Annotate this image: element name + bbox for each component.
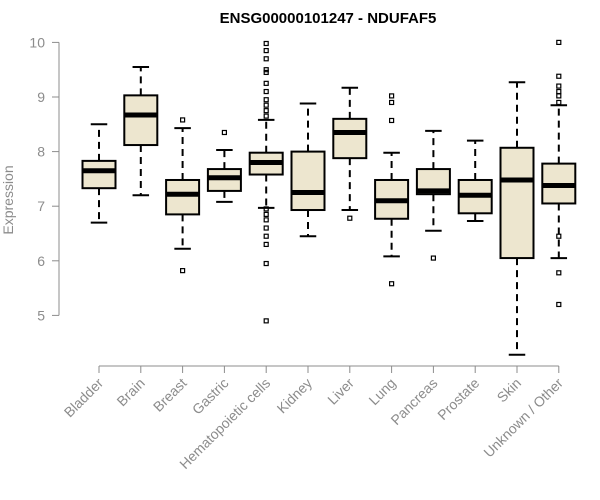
outlier-point: [263, 318, 269, 324]
box: [123, 94, 159, 147]
outlier-point: [430, 255, 436, 261]
y-tick-label: 6: [37, 253, 45, 269]
outlier-point: [263, 69, 269, 76]
outlier-point: [263, 260, 269, 267]
outlier-point: [556, 270, 562, 276]
outlier-point: [556, 99, 562, 106]
x-tick-label: Unknown / Other: [480, 375, 566, 461]
y-tick-label: 8: [37, 144, 45, 160]
box-group: [206, 129, 242, 203]
box-group: [165, 117, 201, 274]
x-tick-label: Prostate: [434, 375, 482, 423]
x-tick-label: Liver: [324, 375, 357, 408]
outlier-point: [180, 117, 186, 123]
box-group: [123, 65, 159, 197]
outlier-point: [263, 47, 269, 54]
x-tick-label: Breast: [150, 375, 190, 415]
outlier-point: [556, 83, 562, 89]
box-group: [374, 93, 410, 287]
box-group: [541, 39, 577, 308]
boxplots: [81, 39, 577, 356]
outlier-point: [556, 39, 562, 46]
outlier-point: [263, 217, 269, 223]
y-axis-label: Expression: [0, 165, 16, 234]
outlier-point: [263, 108, 269, 114]
outlier-point: [556, 88, 562, 95]
outlier-point: [347, 215, 353, 221]
outlier-point: [263, 211, 269, 217]
box: [499, 146, 535, 260]
y-tick-label: 9: [37, 89, 45, 105]
box-group: [499, 81, 535, 356]
y-tick-label: 5: [37, 307, 45, 323]
outlier-point: [263, 225, 269, 231]
outlier-point: [389, 281, 395, 287]
outlier-point: [263, 206, 269, 212]
x-tick-label: Lung: [365, 375, 398, 408]
outlier-point: [263, 67, 269, 73]
box-group: [332, 86, 368, 221]
outlier-point: [389, 99, 395, 106]
x-tick-label: Kidney: [274, 375, 316, 417]
x-tick-label: Skin: [494, 375, 525, 406]
outlier-point: [221, 129, 227, 136]
box-group: [415, 129, 451, 261]
y-tick-label: 7: [37, 198, 45, 214]
outlier-point: [263, 241, 269, 248]
box: [165, 178, 201, 216]
box: [290, 150, 326, 212]
box: [332, 117, 368, 160]
outlier-point: [263, 56, 269, 62]
chart-title: ENSG00000101247 - NDUFAF5: [220, 10, 437, 27]
outlier-point: [263, 113, 269, 119]
box-group: [290, 102, 326, 238]
outlier-point: [556, 73, 562, 79]
box-group: [248, 40, 284, 324]
outlier-point: [263, 233, 269, 239]
outlier-point: [263, 80, 269, 86]
outlier-point: [263, 88, 269, 95]
outlier-point: [263, 40, 269, 47]
outlier-point: [556, 233, 562, 239]
box-group: [457, 139, 493, 222]
y-axis: 5 6 7 8 9 10: [29, 34, 60, 323]
x-tick-label: Brain: [113, 375, 147, 409]
outlier-point: [263, 97, 269, 103]
outlier-point: [389, 93, 395, 99]
y-tick-label: 10: [29, 34, 45, 50]
box-group: [81, 123, 117, 224]
outlier-point: [389, 117, 395, 124]
x-tick-label: Bladder: [61, 375, 107, 421]
outlier-point: [556, 93, 562, 99]
outlier-point: [263, 102, 269, 108]
outlier-point: [180, 268, 186, 274]
box: [81, 159, 117, 190]
outlier-point: [556, 301, 562, 308]
